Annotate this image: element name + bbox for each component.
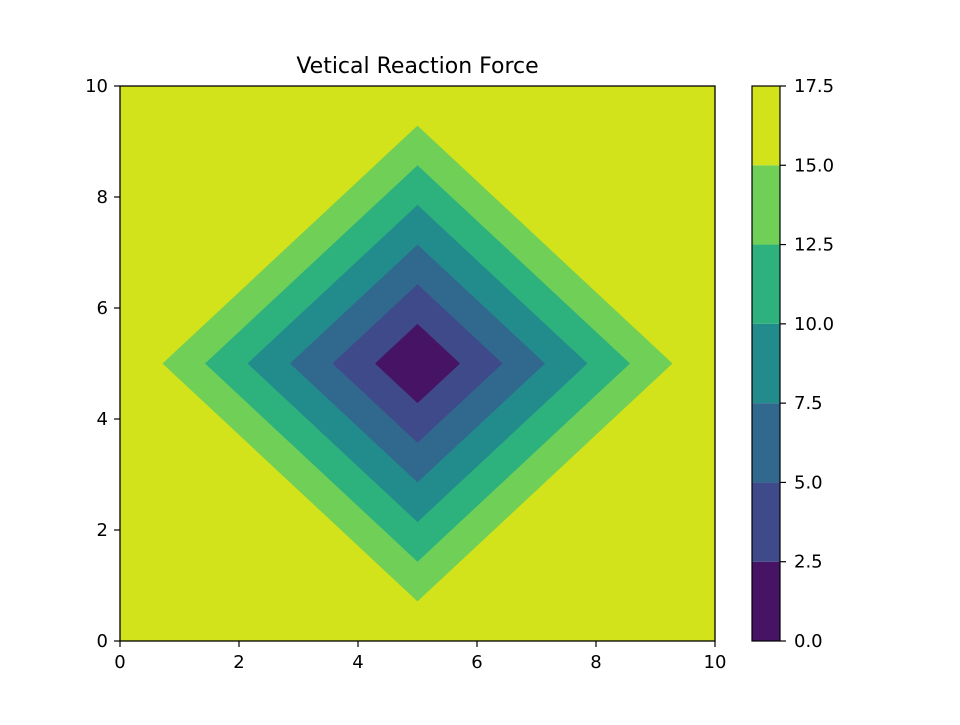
y-tick-label: 10: [85, 76, 108, 97]
x-tick-label: 2: [233, 652, 244, 673]
colorbar-segment-6: [752, 86, 780, 166]
colorbar-segment-4: [752, 244, 780, 324]
colorbar-segment-1: [752, 482, 780, 562]
x-tick-label: 6: [471, 652, 482, 673]
x-tick-label: 10: [704, 652, 727, 673]
colorbar-segment-3: [752, 323, 780, 404]
colorbar-frame: [751, 85, 781, 642]
y-tick-label: 4: [97, 409, 108, 430]
y-tick-label: 2: [97, 520, 108, 541]
chart-title: Vetical Reaction Force: [296, 54, 538, 79]
colorbar-tick-label: 5.0: [794, 472, 823, 493]
x-tick-label: 0: [114, 652, 125, 673]
colorbar-tick-label: 0.0: [794, 631, 823, 652]
x-tick-label: 8: [590, 652, 601, 673]
colorbar-tick-label: 17.5: [794, 76, 834, 97]
colorbar: 0.0 2.5 5.0 7.5 10.0 12.5 15.0 17.5: [751, 76, 834, 652]
colorbar-tick-label: 7.5: [794, 393, 823, 414]
colorbar-tick-label: 12.5: [794, 235, 834, 256]
x-axis: 0 2 4 6 8 10: [114, 641, 726, 673]
colorbar-segment-0: [752, 561, 780, 641]
y-tick-label: 0: [97, 631, 108, 652]
x-tick-label: 4: [352, 652, 363, 673]
colorbar-segment-2: [752, 403, 780, 483]
contour-bands: [120, 86, 715, 641]
y-axis: 0 2 4 6 8 10: [85, 76, 120, 652]
colorbar-segment-5: [752, 165, 780, 245]
colorbar-tick-label: 15.0: [794, 155, 834, 176]
plot-frame: [119, 85, 716, 642]
contour-band-0: [375, 323, 460, 404]
colorbar-tick-label: 10.0: [794, 314, 834, 335]
y-tick-label: 6: [97, 298, 108, 319]
colorbar-tick-label: 2.5: [794, 552, 823, 573]
y-tick-label: 8: [97, 187, 108, 208]
